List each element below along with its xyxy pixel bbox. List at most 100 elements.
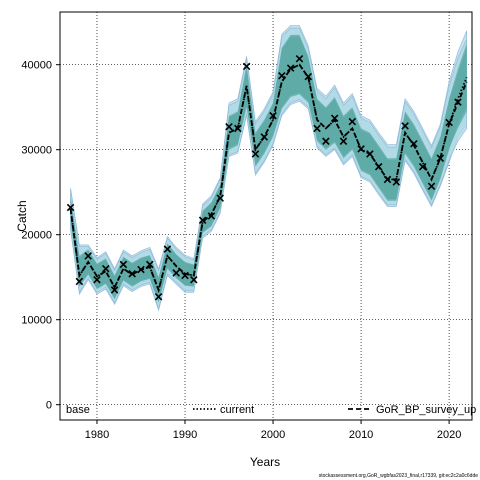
y-tick-label: 30000	[21, 145, 52, 157]
observed-marker	[427, 182, 436, 191]
band-inner-GoR_BP_survey_up	[70, 36, 467, 302]
observed-marker	[163, 245, 172, 253]
observed-marker	[278, 71, 286, 80]
legend-label: GoR_BP_survey_up	[376, 404, 476, 416]
observed-marker	[339, 137, 348, 145]
series-lines	[69, 63, 468, 293]
observed-marker	[454, 98, 462, 106]
marker-stroke	[225, 122, 233, 131]
observed-marker	[330, 114, 339, 123]
observed-marker	[84, 252, 92, 260]
observed-marker	[225, 122, 233, 131]
marker-stroke	[93, 275, 101, 284]
observed-marker	[260, 133, 269, 141]
observed-marker	[128, 270, 136, 278]
marker-stroke	[181, 271, 189, 280]
marker-stroke	[75, 277, 84, 286]
marker-stroke	[207, 212, 216, 220]
observed-marker	[286, 64, 295, 72]
marker-stroke	[251, 150, 260, 158]
observed-marker	[190, 275, 198, 284]
marker-stroke	[295, 54, 304, 63]
marker-stroke	[313, 124, 321, 133]
observed-marker	[410, 139, 418, 148]
y-axis-ticks: 0 10000 20000 30000 40000	[21, 60, 60, 412]
legend: base current GoR_BP_survey_up	[66, 404, 476, 416]
footer-source-text: stockassessment.org,GoR_wgbfas2023_final…	[319, 473, 478, 479]
marker-stroke	[410, 139, 418, 148]
marker-stroke	[190, 275, 198, 284]
x-tick-label: 2000	[261, 429, 285, 441]
x-tick-label: 2020	[437, 429, 461, 441]
marker-stroke	[322, 137, 330, 145]
observed-marker	[401, 122, 409, 130]
marker-stroke	[445, 118, 453, 127]
observed-marker	[304, 72, 313, 81]
marker-stroke	[278, 71, 286, 80]
observed-marker	[374, 162, 383, 171]
observed-marker	[251, 150, 260, 158]
marker-stroke	[348, 117, 357, 126]
marker-stroke	[110, 286, 119, 294]
marker-stroke	[269, 111, 277, 120]
grid-lines	[60, 12, 472, 420]
marker-stroke	[216, 194, 224, 202]
observed-marker	[348, 117, 357, 126]
observed-marker	[418, 162, 427, 171]
plot-frame	[59, 11, 473, 421]
marker-stroke	[357, 145, 365, 153]
observed-marker	[93, 275, 101, 284]
y-axis-title: Catch	[15, 200, 29, 231]
observed-marker	[146, 260, 154, 269]
observed-marker	[181, 271, 189, 280]
marker-stroke	[84, 252, 92, 260]
observed-marker	[445, 118, 453, 127]
y-tick-label: 0	[46, 400, 52, 412]
marker-stroke	[427, 182, 436, 191]
marker-stroke	[128, 270, 136, 278]
observed-marker	[154, 292, 163, 301]
marker-stroke	[172, 269, 180, 277]
marker-stroke	[383, 175, 392, 184]
x-tick-label: 2010	[349, 429, 373, 441]
marker-stroke	[418, 162, 427, 171]
observed-marker	[66, 203, 75, 212]
observed-marker	[366, 150, 374, 158]
marker-stroke	[339, 137, 348, 145]
marker-stroke	[366, 150, 374, 158]
observed-marker	[295, 54, 304, 63]
marker-stroke	[242, 62, 251, 71]
legend-label: current	[220, 404, 254, 416]
observed-marker	[216, 194, 224, 202]
marker-stroke	[102, 264, 110, 273]
observed-marker	[137, 265, 145, 274]
observed-marker	[75, 277, 84, 286]
observed-marker	[322, 137, 330, 145]
marker-stroke	[154, 292, 163, 301]
observed-marker	[172, 269, 180, 277]
observed-markers	[66, 54, 462, 301]
observed-marker	[198, 216, 207, 225]
marker-stroke	[66, 203, 75, 212]
marker-stroke	[146, 260, 154, 269]
y-tick-label: 10000	[21, 315, 52, 327]
x-axis-ticks: 1980 1990 2000 2010 2020	[85, 420, 461, 441]
observed-marker	[269, 111, 277, 120]
observed-marker	[357, 145, 365, 153]
x-tick-label: 1980	[85, 429, 109, 441]
marker-stroke	[454, 98, 462, 106]
x-axis-title: Years	[250, 455, 280, 469]
observed-marker	[102, 264, 110, 273]
y-tick-label: 20000	[21, 230, 52, 242]
marker-stroke	[119, 260, 128, 269]
observed-marker	[436, 154, 445, 162]
marker-stroke	[234, 124, 242, 133]
marker-stroke	[436, 154, 445, 162]
observed-marker	[119, 260, 128, 269]
series-line-GoR_BP_survey_up	[69, 63, 468, 293]
marker-stroke	[330, 114, 339, 123]
legend-label: base	[66, 404, 90, 416]
marker-stroke	[163, 245, 172, 253]
observed-marker	[242, 62, 251, 71]
